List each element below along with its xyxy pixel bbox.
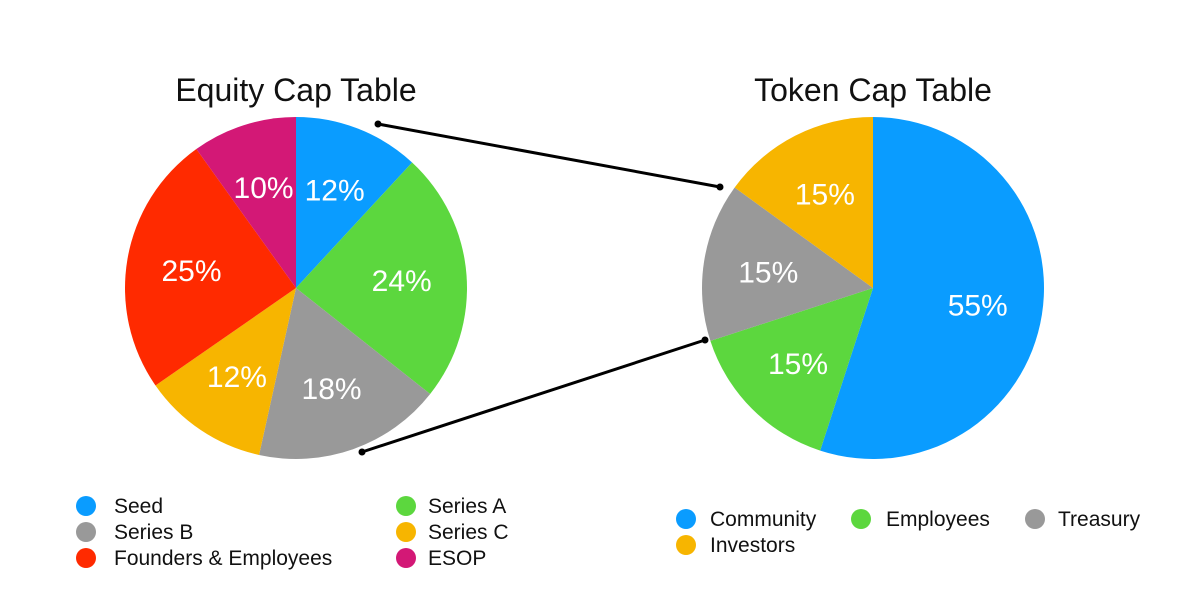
connector-line-top-start-dot [374, 120, 382, 128]
token-chart-title: Token Cap Table [754, 72, 992, 108]
token-pie: 55% 15% 15% 15% [702, 117, 1044, 459]
equity-legend-marker-esop [396, 548, 416, 568]
connector-line-top-end-dot [716, 183, 724, 191]
token-slice-label-community: 55% [948, 290, 1008, 323]
token-slice-label-treasury: 15% [738, 256, 798, 289]
equity-slice-series-a [296, 162, 467, 395]
equity-legend-label-esop: ESOP [428, 547, 486, 570]
equity-legend-marker-series-c [396, 522, 416, 542]
token-legend-label-community: Community [710, 508, 817, 531]
equity-chart-title: Equity Cap Table [175, 72, 416, 108]
equity-slice-label-founders-and-employees: 25% [162, 255, 222, 288]
equity-slice-esop [196, 117, 296, 288]
token-slice-community [820, 117, 1044, 459]
connector-line-bottom-start-dot [358, 448, 366, 456]
equity-legend-label-founders-and-employees: Founders & Employees [114, 547, 332, 570]
equity-slice-label-series-c: 12% [207, 361, 267, 394]
equity-slice-series-b [259, 288, 431, 460]
equity-slice-series-c [155, 288, 296, 455]
token-slice-label-investors: 15% [795, 179, 855, 212]
token-legend-label-employees: Employees [886, 508, 990, 531]
token-legend: Community Employees Treasury Investors [676, 508, 1141, 557]
token-slice-treasury [702, 187, 873, 341]
token-slice-investors [734, 117, 873, 288]
token-legend-marker-employees [851, 509, 871, 529]
equity-legend-label-series-a: Series A [428, 495, 506, 518]
token-legend-label-investors: Investors [710, 534, 795, 557]
equity-legend-label-series-b: Series B [114, 521, 193, 544]
equity-legend-marker-founders-and-employees [76, 548, 96, 568]
token-legend-marker-treasury [1025, 509, 1045, 529]
equity-slice-label-esop: 10% [234, 172, 294, 205]
token-legend-marker-community [676, 509, 696, 529]
connector-line-bottom [361, 338, 706, 454]
connector-line-top [377, 122, 721, 189]
equity-pie: 12% 24% 18% 12% 25% 10% [125, 117, 467, 460]
equity-legend-marker-series-a [396, 496, 416, 516]
token-legend-label-treasury: Treasury [1058, 508, 1141, 531]
token-legend-marker-investors [676, 535, 696, 555]
equity-slice-label-seed: 12% [305, 174, 365, 207]
connector-lines [358, 120, 724, 456]
equity-legend-label-series-c: Series C [428, 521, 509, 544]
equity-slice-seed [296, 117, 413, 288]
equity-legend: Seed Series A Series B Series C Founders & E… [76, 495, 509, 570]
equity-legend-label-seed: Seed [114, 495, 163, 518]
equity-slice-founders-and-employees [125, 149, 296, 386]
connector-line-bottom-end-dot [701, 336, 709, 344]
equity-slice-label-series-b: 18% [302, 373, 362, 406]
token-slice-employees [710, 288, 873, 451]
equity-legend-marker-seed [76, 496, 96, 516]
token-slice-label-employees: 15% [768, 348, 828, 381]
equity-legend-marker-series-b [76, 522, 96, 542]
equity-slice-label-series-a: 24% [372, 265, 432, 298]
